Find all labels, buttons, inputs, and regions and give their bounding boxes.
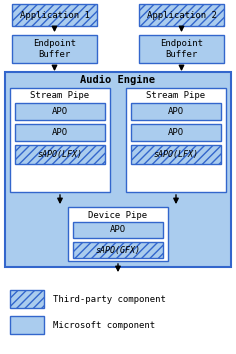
Text: Application 2: Application 2 (147, 11, 216, 19)
Bar (15, 145, 105, 164)
Bar (12, 4, 97, 26)
Bar (73, 222, 163, 238)
Text: APO: APO (110, 225, 126, 234)
Bar (5, 72, 231, 267)
Text: Application 1: Application 1 (20, 11, 89, 19)
Text: sAPO(GFX): sAPO(GFX) (96, 246, 140, 255)
Text: APO: APO (52, 128, 68, 137)
Bar (12, 35, 97, 63)
Text: Stream Pipe: Stream Pipe (30, 91, 90, 101)
Text: APO: APO (168, 107, 184, 116)
Bar (10, 88, 110, 192)
Text: sAPO(LFX): sAPO(LFX) (153, 150, 198, 159)
Text: Device Pipe: Device Pipe (88, 211, 148, 219)
Bar (126, 88, 226, 192)
Text: Stream Pipe: Stream Pipe (146, 91, 206, 101)
Text: Endpoint
Buffer: Endpoint Buffer (33, 39, 76, 59)
Bar (15, 124, 105, 141)
Bar (139, 35, 224, 63)
Bar (10, 316, 44, 334)
Text: Endpoint
Buffer: Endpoint Buffer (160, 39, 203, 59)
Text: Audio Engine: Audio Engine (80, 75, 156, 85)
Bar (139, 4, 224, 26)
Text: sAPO(LFX): sAPO(LFX) (38, 150, 83, 159)
Bar (73, 242, 163, 258)
Text: Third-party component: Third-party component (53, 295, 166, 303)
Bar (131, 103, 221, 120)
Bar (131, 124, 221, 141)
Bar (10, 290, 44, 308)
Text: APO: APO (168, 128, 184, 137)
Bar (68, 207, 168, 261)
Bar (131, 145, 221, 164)
Text: Microsoft component: Microsoft component (53, 320, 155, 330)
Bar (15, 103, 105, 120)
Text: APO: APO (52, 107, 68, 116)
